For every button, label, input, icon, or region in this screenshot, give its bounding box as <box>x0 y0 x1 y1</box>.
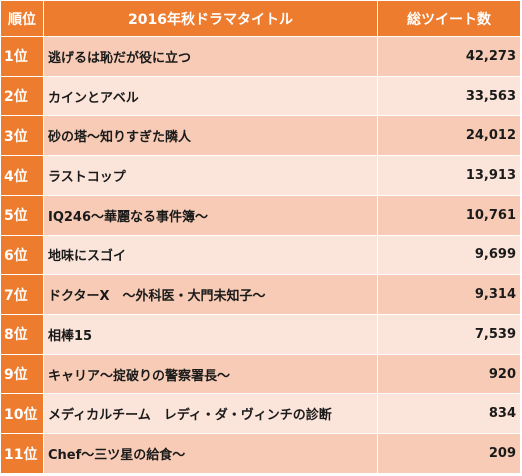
table-row: 9位 キャリア～掟破りの警察署長～ 920 <box>1 354 520 394</box>
title-cell: 地味にスゴイ <box>44 235 377 275</box>
rank-cell: 10位 <box>1 394 43 434</box>
table-row: 10位 メディカルチーム レディ・ダ・ヴィンチの診断 834 <box>1 394 520 434</box>
rank-cell: 8位 <box>1 315 43 354</box>
title-cell: ラストコップ <box>44 156 377 195</box>
count-cell: 9,699 <box>378 235 520 275</box>
table-row: 1位 逃げるは恥だが役に立つ 42,273 <box>1 37 520 76</box>
count-cell: 920 <box>378 354 520 394</box>
count-cell: 9,314 <box>378 275 520 315</box>
table-row: 8位 相棒15 7,539 <box>1 315 520 354</box>
table-row: 2位 カインとアベル 33,563 <box>1 76 520 116</box>
rank-column-header: 順位 <box>1 1 43 36</box>
count-cell: 13,913 <box>378 156 520 195</box>
count-column-header: 総ツイート数 <box>378 1 520 36</box>
rank-cell: 7位 <box>1 275 43 315</box>
title-cell: ドクターX ～外科医・大門未知子～ <box>44 275 377 315</box>
rank-cell: 4位 <box>1 156 43 195</box>
table-row: 3位 砂の塔～知りすぎた隣人 24,012 <box>1 116 520 156</box>
table-row: 6位 地味にスゴイ 9,699 <box>1 235 520 275</box>
rank-cell: 1位 <box>1 37 43 76</box>
count-cell: 10,761 <box>378 195 520 235</box>
header-row: 順位 2016年秋ドラマタイトル 総ツイート数 <box>1 1 520 36</box>
table-row: 11位 Chef～三ツ星の給食～ 209 <box>1 434 520 473</box>
title-cell: 砂の塔～知りすぎた隣人 <box>44 116 377 156</box>
rank-cell: 9位 <box>1 354 43 394</box>
title-cell: メディカルチーム レディ・ダ・ヴィンチの診断 <box>44 394 377 434</box>
rank-cell: 3位 <box>1 116 43 156</box>
title-column-header: 2016年秋ドラマタイトル <box>44 1 377 36</box>
rank-cell: 11位 <box>1 434 43 473</box>
rank-cell: 2位 <box>1 76 43 116</box>
rank-cell: 6位 <box>1 235 43 275</box>
title-cell: 相棒15 <box>44 315 377 354</box>
table-row: 7位 ドクターX ～外科医・大門未知子～ 9,314 <box>1 275 520 315</box>
title-cell: Chef～三ツ星の給食～ <box>44 434 377 473</box>
count-cell: 42,273 <box>378 37 520 76</box>
title-cell: 逃げるは恥だが役に立つ <box>44 37 377 76</box>
table-row: 5位 IQ246～華麗なる事件簿～ 10,761 <box>1 195 520 235</box>
count-cell: 7,539 <box>378 315 520 354</box>
count-cell: 33,563 <box>378 76 520 116</box>
count-cell: 834 <box>378 394 520 434</box>
title-cell: IQ246～華麗なる事件簿～ <box>44 195 377 235</box>
table-row: 4位 ラストコップ 13,913 <box>1 156 520 195</box>
rank-cell: 5位 <box>1 195 43 235</box>
title-cell: カインとアベル <box>44 76 377 116</box>
count-cell: 209 <box>378 434 520 473</box>
title-cell: キャリア～掟破りの警察署長～ <box>44 354 377 394</box>
count-cell: 24,012 <box>378 116 520 156</box>
